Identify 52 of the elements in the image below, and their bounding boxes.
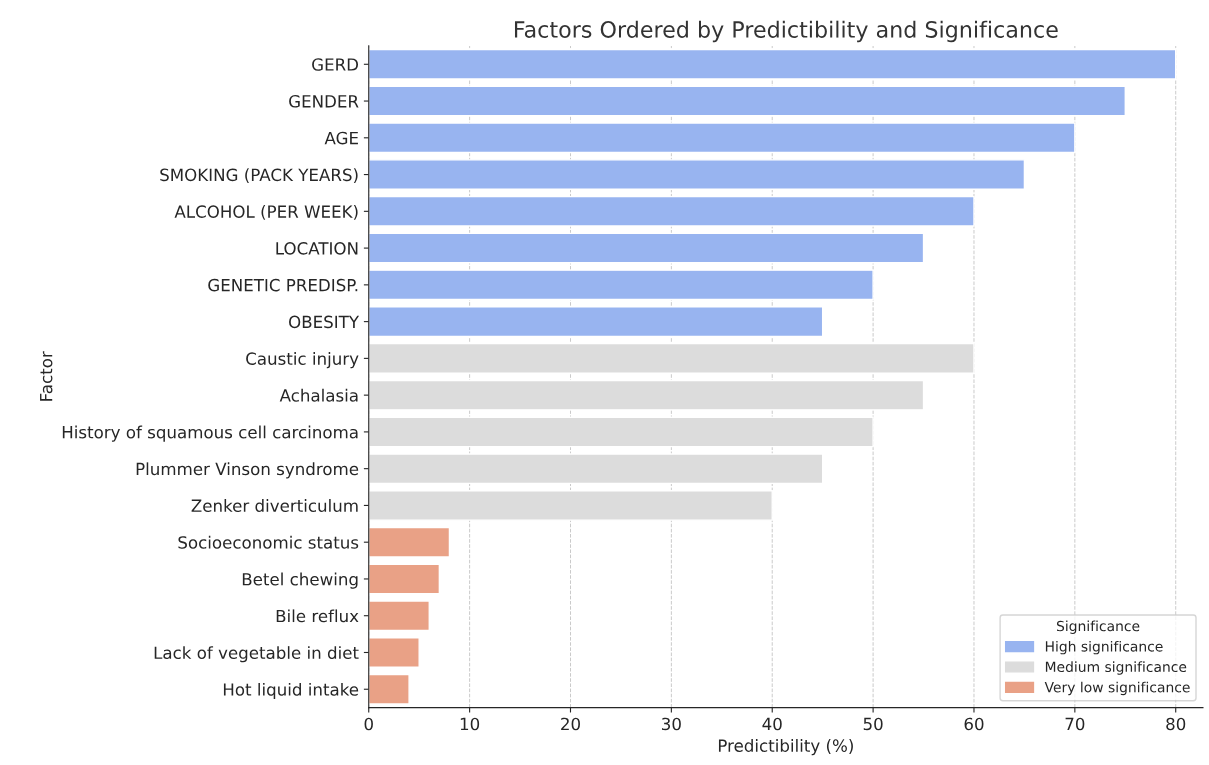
y-tick-label: ALCOHOL (PER WEEK) — [174, 205, 358, 220]
bar — [368, 269, 874, 301]
y-tick-label: History of squamous cell carcinoma — [62, 425, 358, 442]
y-tick-label: Caustic injury — [246, 352, 359, 369]
bar — [368, 673, 410, 705]
y-tick-label: Achalasia — [279, 388, 358, 402]
x-tick-label: 80 — [1166, 717, 1186, 731]
y-tick-label: OBESITY — [289, 315, 360, 329]
y-tick-label: SMOKING (PACK YEARS) — [160, 168, 358, 184]
y-tick-label: Plummer Vinson syndrome — [136, 462, 359, 479]
bar — [368, 342, 975, 374]
x-axis-title: Predictibility (%) — [718, 739, 853, 756]
bar — [368, 416, 874, 448]
bar — [368, 48, 1177, 80]
bar — [368, 159, 1026, 190]
y-tick-label: Hot liquid intake — [223, 682, 359, 700]
x-tick-label: 10 — [460, 717, 480, 731]
y-tick-label: GENDER — [289, 95, 359, 108]
chart-title: Factors Ordered by Predictibility and Significance — [514, 20, 1058, 43]
y-tick-label: Betel chewing — [242, 572, 358, 589]
y-tick-label: Lack of vegetable in diet — [154, 646, 359, 663]
bar — [368, 232, 925, 264]
x-tick-label: 50 — [863, 717, 883, 731]
bar — [368, 490, 773, 521]
y-tick-label: LOCATION — [276, 242, 358, 255]
x-tick-label: 60 — [964, 717, 984, 731]
bar — [368, 600, 430, 632]
y-tick-label: Bile reflux — [276, 609, 359, 623]
bar — [368, 122, 1076, 154]
bar — [368, 453, 824, 485]
y-tick-label: Socioeconomic status — [178, 535, 359, 549]
bar — [368, 563, 441, 595]
bar — [368, 526, 451, 558]
y-tick-label: Zenker diverticulum — [191, 499, 358, 512]
bar — [368, 379, 925, 411]
y-axis-title: Factor — [40, 351, 53, 401]
legend-label: Very low significance — [1044, 681, 1190, 696]
bar — [368, 195, 975, 227]
x-tick-label: 40 — [762, 717, 782, 731]
y-tick-label: GENETIC PREDISP. — [208, 278, 358, 292]
bar — [368, 85, 1126, 117]
x-tick-label: 30 — [662, 717, 681, 731]
bar — [368, 637, 420, 668]
y-tick-label: AGE — [324, 131, 358, 145]
x-tick-label: 70 — [1065, 717, 1085, 731]
legend-label: High significance — [1045, 640, 1163, 655]
bar — [368, 306, 824, 338]
x-tick-label: 20 — [561, 717, 580, 731]
legend-title: Significance — [1056, 620, 1140, 634]
legend-label: Medium significance — [1045, 661, 1187, 675]
y-tick-label: GERD — [312, 58, 359, 71]
x-tick-label: 0 — [364, 717, 373, 731]
